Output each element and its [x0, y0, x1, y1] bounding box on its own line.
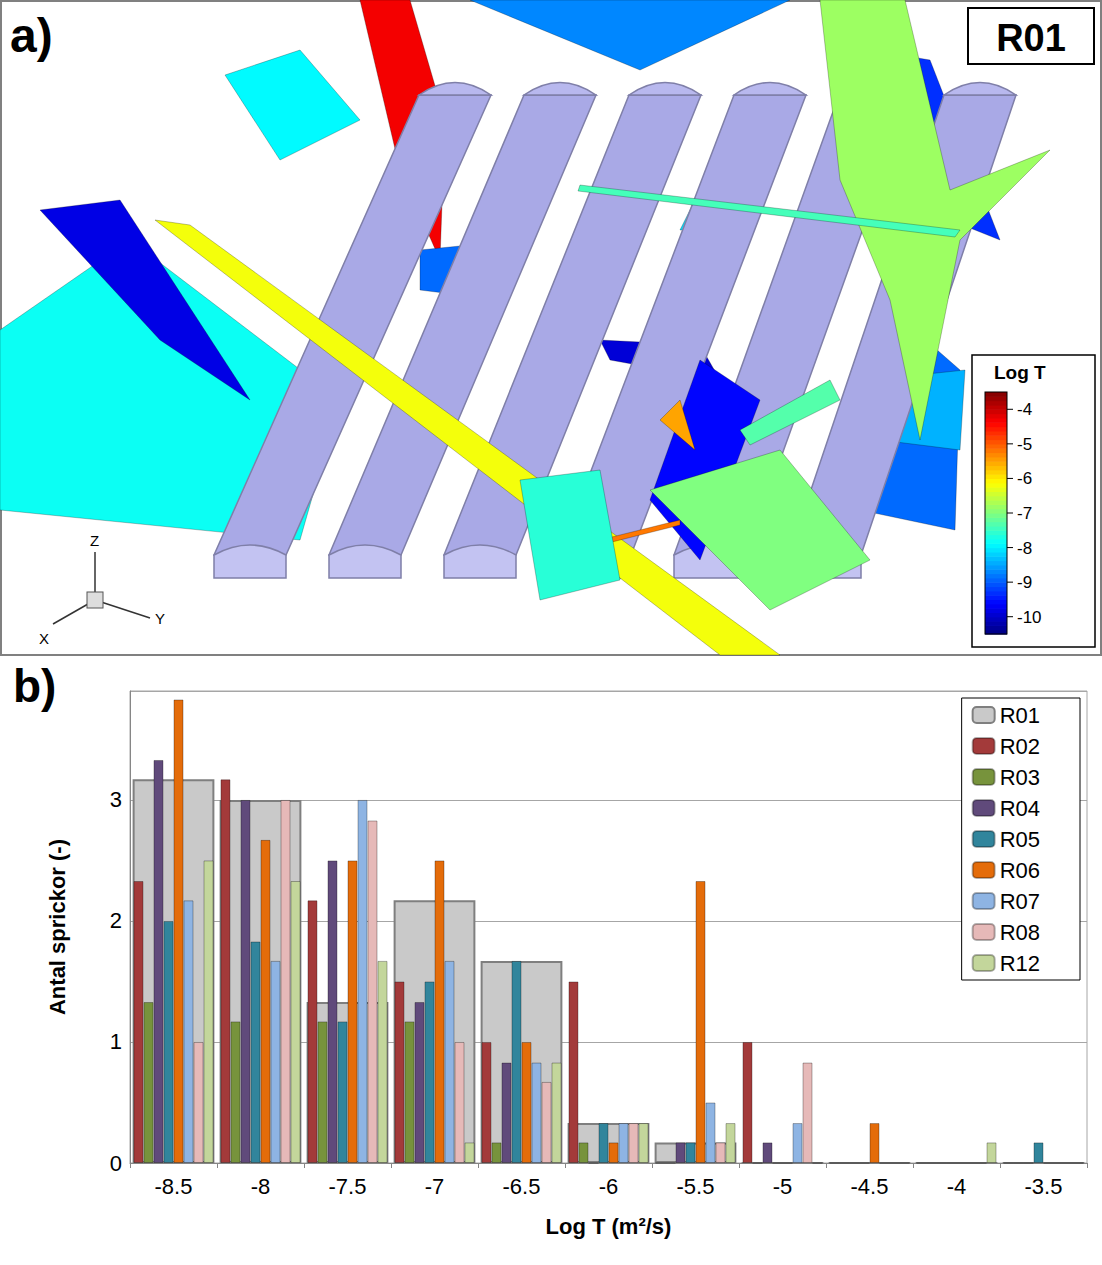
- svg-text:-5: -5: [1017, 435, 1032, 454]
- svg-text:R01: R01: [1000, 703, 1040, 728]
- svg-text:Log T: Log T: [994, 362, 1046, 383]
- svg-text:R08: R08: [1000, 920, 1040, 945]
- svg-text:-6: -6: [1017, 469, 1032, 488]
- svg-text:-6: -6: [599, 1174, 619, 1199]
- svg-text:-4: -4: [947, 1174, 967, 1199]
- svg-text:-3.5: -3.5: [1025, 1174, 1063, 1199]
- svg-text:3: 3: [110, 787, 122, 812]
- svg-text:-8: -8: [251, 1174, 271, 1199]
- svg-text:-7.5: -7.5: [329, 1174, 367, 1199]
- svg-text:-10: -10: [1017, 608, 1042, 627]
- svg-text:-6.5: -6.5: [503, 1174, 541, 1199]
- svg-text:-9: -9: [1017, 573, 1032, 592]
- svg-text:-4.5: -4.5: [851, 1174, 889, 1199]
- svg-text:b): b): [13, 660, 56, 712]
- svg-text:Log T (m²/s): Log T (m²/s): [546, 1214, 672, 1239]
- svg-text:-5: -5: [773, 1174, 793, 1199]
- svg-text:R03: R03: [1000, 765, 1040, 790]
- svg-text:-8: -8: [1017, 539, 1032, 558]
- svg-text:Y: Y: [155, 610, 165, 627]
- svg-text:R06: R06: [1000, 858, 1040, 883]
- svg-text:Antal sprickor (-): Antal sprickor (-): [45, 839, 70, 1015]
- svg-text:-4: -4: [1017, 400, 1032, 419]
- svg-text:-7: -7: [1017, 504, 1032, 523]
- svg-text:a): a): [10, 9, 53, 62]
- svg-text:-7: -7: [425, 1174, 445, 1199]
- svg-text:1: 1: [110, 1029, 122, 1054]
- svg-text:X: X: [39, 630, 49, 647]
- svg-text:R12: R12: [1000, 951, 1040, 976]
- svg-text:R01: R01: [996, 17, 1066, 59]
- svg-text:-8.5: -8.5: [155, 1174, 193, 1199]
- svg-text:R02: R02: [1000, 734, 1040, 759]
- svg-text:2: 2: [110, 908, 122, 933]
- svg-text:0: 0: [110, 1151, 122, 1176]
- svg-text:Z: Z: [90, 532, 99, 549]
- svg-text:-5.5: -5.5: [677, 1174, 715, 1199]
- svg-text:R05: R05: [1000, 827, 1040, 852]
- svg-text:R07: R07: [1000, 889, 1040, 914]
- svg-text:R04: R04: [1000, 796, 1040, 821]
